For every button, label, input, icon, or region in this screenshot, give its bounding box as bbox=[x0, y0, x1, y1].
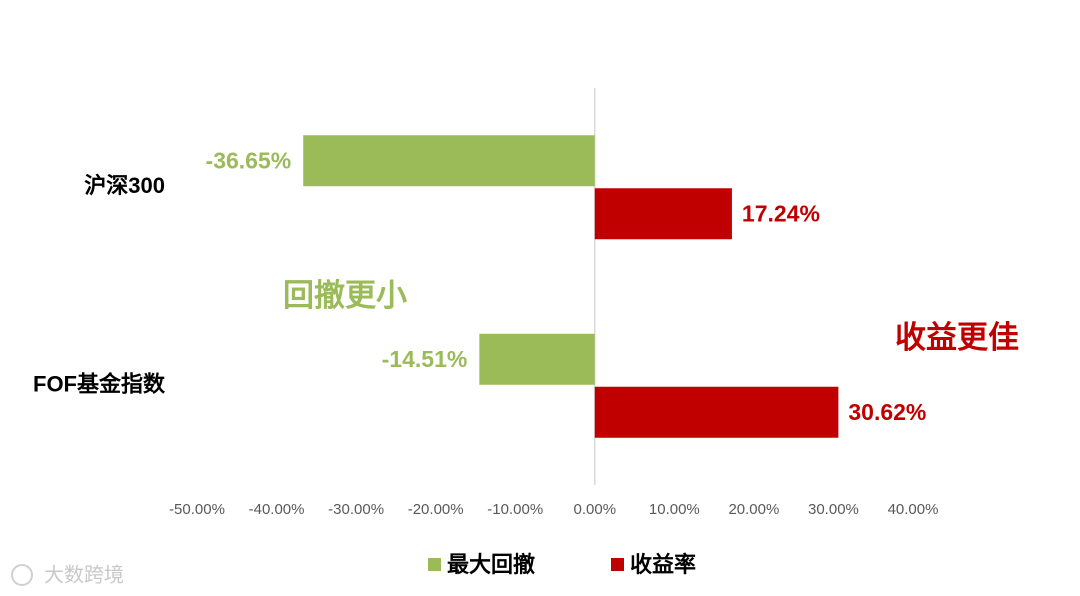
x-tick-label: -10.00% bbox=[487, 501, 543, 518]
bar bbox=[479, 333, 595, 385]
bar bbox=[594, 188, 732, 240]
bar bbox=[303, 135, 595, 187]
annotation: 回撤更小 bbox=[283, 278, 407, 313]
x-tick-label: -20.00% bbox=[408, 501, 464, 518]
legend-label: 最大回撤 bbox=[447, 552, 535, 577]
category-label: 沪深300 bbox=[84, 173, 165, 198]
x-tick-label: -30.00% bbox=[328, 501, 384, 518]
legend-swatch bbox=[611, 558, 624, 571]
value-label: 30.62% bbox=[848, 399, 926, 425]
x-tick-label: 30.00% bbox=[808, 501, 859, 518]
x-tick-label: -50.00% bbox=[169, 501, 225, 518]
category-label: FOF基金指数 bbox=[33, 372, 166, 397]
x-tick-label: 0.00% bbox=[574, 501, 617, 518]
value-label: -36.65% bbox=[206, 147, 292, 173]
legend-swatch bbox=[428, 558, 441, 571]
x-tick-label: 20.00% bbox=[728, 501, 779, 518]
x-tick-label: 40.00% bbox=[888, 501, 939, 518]
annotation: 收益更佳 bbox=[895, 320, 1019, 355]
legend-label: 收益率 bbox=[630, 552, 696, 577]
value-label: 17.24% bbox=[742, 200, 820, 226]
x-tick-label: 10.00% bbox=[649, 501, 700, 518]
watermark: 大数跨境 bbox=[11, 563, 124, 586]
value-label: -14.51% bbox=[382, 346, 468, 372]
bar bbox=[594, 386, 839, 438]
watermark-logo bbox=[11, 564, 33, 586]
x-tick-label: -40.00% bbox=[249, 501, 305, 518]
watermark-text: 大数跨境 bbox=[44, 563, 124, 586]
